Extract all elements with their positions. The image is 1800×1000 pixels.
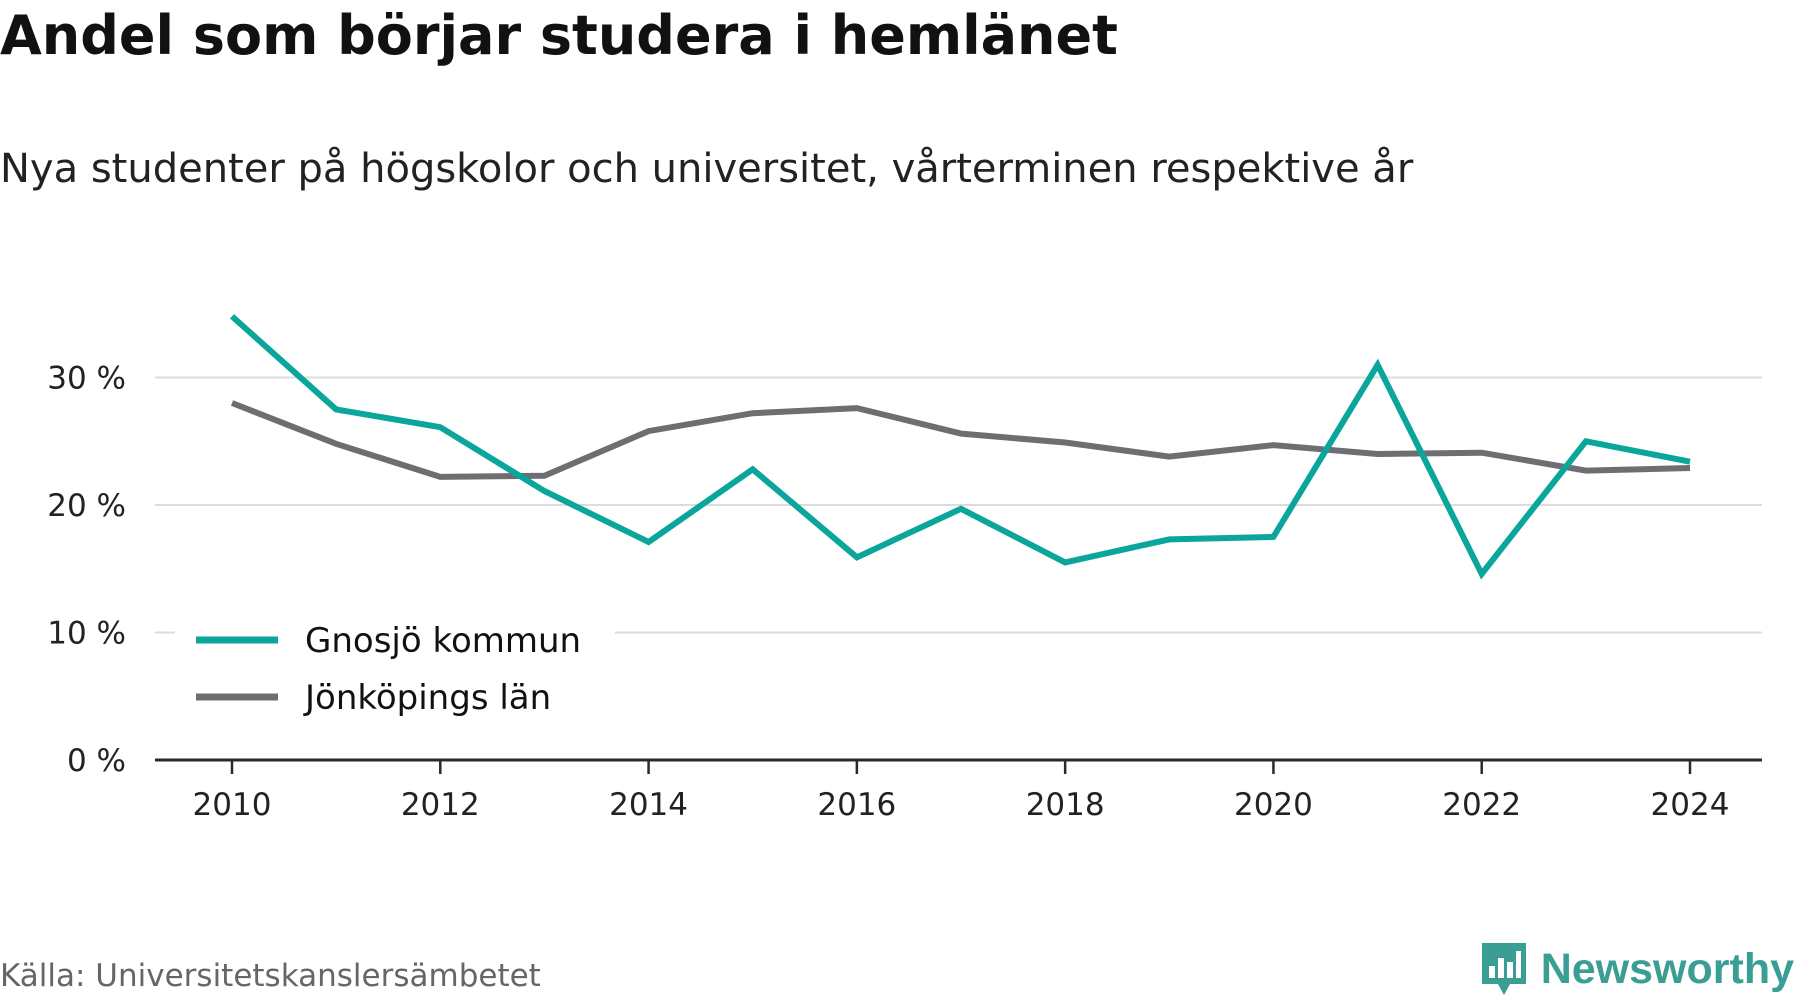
legend: Gnosjö kommun Jönköpings län [175,605,615,730]
x-tick-label: 2020 [1234,787,1313,823]
source-note: Källa: Universitetskanslersämbetet [0,958,541,994]
x-tick-label: 2016 [817,787,896,823]
legend-label: Gnosjö kommun [305,621,581,661]
chart-subtitle: Nya studenter på högskolor och universit… [0,146,1414,192]
y-tick-label: 30 % [47,361,126,397]
axes: 0 % 10 % 20 % 30 % 2010 2012 2014 2016 2018 2020 2… [47,361,1762,823]
x-tick-label: 2010 [193,787,272,823]
x-tick-label: 2024 [1651,787,1730,823]
gridlines [155,376,1762,634]
brand-name: Newsworthy [1540,944,1794,993]
series-line-gnosjo-kommun [230,314,1691,580]
x-tick-label: 2012 [401,787,480,823]
legend-label: Jönköpings län [303,678,551,718]
x-tick-label: 2022 [1442,787,1521,823]
series-line-jonkopings-lan [230,400,1691,480]
chart-title: Andel som börjar studera i hemlänet [0,4,1118,67]
series-lines [230,314,1691,580]
y-tick-label: 20 % [47,488,126,524]
legend-background [175,605,615,730]
x-tick-label: 2014 [609,787,688,823]
y-tick-label: 10 % [47,616,126,652]
line-chart: 0 % 10 % 20 % 30 % 2010 2012 2014 2016 2018 2020 2… [47,314,1762,823]
brand-logo: Newsworthy [1479,940,1794,998]
bar-chart-badge-icon [1481,943,1526,995]
x-tick-label: 2018 [1026,787,1105,823]
y-tick-label: 0 % [67,743,126,779]
